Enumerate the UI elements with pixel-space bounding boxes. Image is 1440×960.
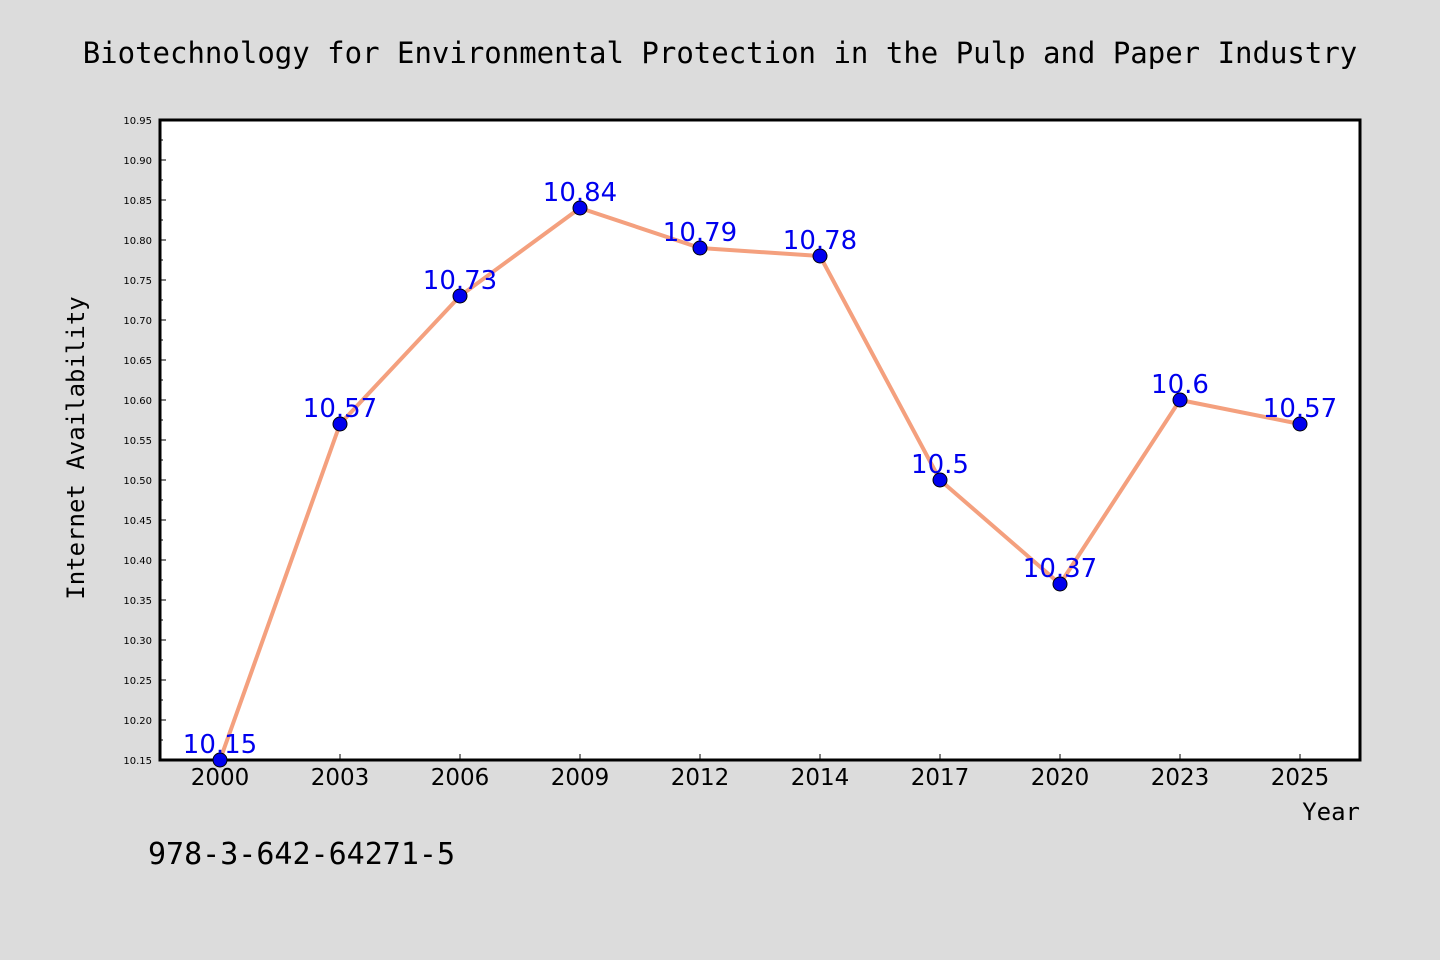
data-point	[1172, 392, 1188, 408]
data-label: 10.78	[783, 226, 857, 256]
y-tick-label: 10.75	[123, 276, 152, 287]
y-tick-label: 10.40	[123, 556, 152, 567]
y-tick-label: 10.85	[123, 196, 152, 207]
data-label: 10.79	[663, 218, 737, 248]
data-point	[932, 472, 948, 488]
y-tick-label: 10.25	[123, 676, 152, 687]
data-label: 10.73	[423, 266, 497, 296]
x-tick-label: 2000	[191, 765, 250, 791]
data-label: 10.6	[1151, 370, 1209, 400]
data-point	[692, 240, 708, 256]
x-tick-label: 2006	[431, 765, 490, 791]
x-ticks: 2000 2003 2006 2009 2012 2014 2017 2020 2023 2025	[191, 754, 1330, 791]
y-tick-label: 10.60	[123, 396, 152, 407]
y-tick-label: 10.30	[123, 636, 152, 647]
y-tick-label: 10.20	[123, 716, 152, 727]
x-axis-label: Year	[1302, 798, 1360, 826]
y-tick-label: 10.65	[123, 356, 152, 367]
x-tick-label: 2020	[1031, 765, 1090, 791]
data-label: 10.5	[911, 450, 969, 480]
y-tick-label: 10.35	[123, 596, 152, 607]
x-tick-label: 2003	[311, 765, 370, 791]
footnote-isbn: 978-3-642-64271-5	[148, 837, 455, 872]
chart-title: Biotechnology for Environmental Protecti…	[83, 36, 1358, 70]
data-point	[452, 288, 468, 304]
series-line	[218, 206, 1301, 761]
data-label: 10.37	[1023, 554, 1097, 584]
y-tick-label: 10.90	[123, 156, 152, 167]
y-tick-label: 10.80	[123, 236, 152, 247]
x-tick-label: 2009	[551, 765, 610, 791]
data-label: 10.84	[543, 178, 617, 208]
data-label: 10.15	[183, 730, 257, 760]
data-point	[1052, 576, 1068, 592]
x-tick-label: 2017	[911, 765, 970, 791]
data-label: 10.57	[303, 394, 377, 424]
y-tick-label: 10.45	[123, 516, 152, 527]
data-point	[572, 200, 588, 216]
plot-area	[158, 118, 1362, 762]
data-point	[212, 752, 228, 768]
x-tick-label: 2025	[1271, 765, 1330, 791]
y-tick-label: 10.15	[123, 756, 152, 767]
x-tick-label: 2023	[1151, 765, 1210, 791]
data-point	[812, 248, 828, 264]
y-tick-label: 10.50	[123, 476, 152, 487]
x-tick-label: 2014	[791, 765, 850, 791]
data-point	[332, 416, 348, 432]
y-axis-label: Internet Availability	[62, 296, 90, 599]
y-tick-label: 10.95	[123, 116, 152, 127]
data-point	[1292, 416, 1308, 432]
data-label: 10.57	[1263, 394, 1337, 424]
y-tick-label: 10.70	[123, 316, 152, 327]
series-line-group: 10.15 10.57 10.73 10.84 10.79 10.78 10.5 10.37 1…	[183, 178, 1337, 768]
x-tick-label: 2012	[671, 765, 730, 791]
y-ticks: 10.15 10.20 10.25 10.30 10.35 10.40 10.45 10.50…	[123, 116, 166, 767]
y-tick-label: 10.55	[123, 436, 152, 447]
